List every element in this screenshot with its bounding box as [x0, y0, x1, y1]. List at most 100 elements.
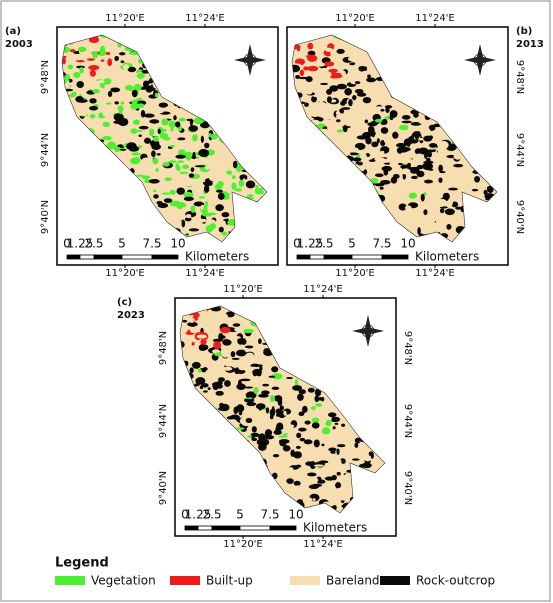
land-patch — [244, 361, 249, 368]
land-patch — [137, 130, 143, 132]
land-patch — [425, 228, 431, 232]
scale-segment — [270, 526, 296, 530]
land-patch — [332, 475, 337, 480]
land-patch — [374, 157, 385, 161]
scale-segment — [80, 255, 94, 259]
land-patch — [195, 377, 205, 384]
land-patch — [204, 143, 209, 149]
land-patch — [170, 145, 176, 147]
land-patch — [163, 137, 171, 141]
land-patch — [416, 171, 424, 177]
panel-year: 2023 — [117, 310, 145, 321]
land-patch — [390, 115, 394, 120]
land-patch — [381, 151, 384, 154]
land-patch — [303, 497, 312, 502]
land-patch — [335, 482, 341, 489]
land-patch — [384, 138, 390, 143]
bottom-tick-label: 11°20'E — [105, 268, 145, 279]
land-patch — [100, 46, 105, 54]
land-patch — [417, 227, 421, 235]
land-patch — [155, 93, 159, 98]
land-patch — [446, 224, 451, 230]
land-patch — [204, 185, 209, 193]
land-patch — [459, 175, 469, 179]
land-patch — [164, 198, 173, 203]
scale-label: 10 — [400, 237, 415, 251]
land-patch — [352, 95, 356, 100]
scale-unit: Kilometers — [415, 250, 479, 264]
land-patch — [351, 73, 357, 80]
scale-label: 10 — [288, 508, 303, 522]
scale-label: 10 — [170, 237, 185, 251]
land-patch — [173, 115, 176, 120]
land-patch — [153, 194, 159, 198]
land-patch — [245, 353, 254, 361]
land-patch — [99, 113, 104, 117]
left-tick-label: 9°48'N — [40, 60, 51, 94]
land-patch — [348, 57, 357, 62]
scale-segment — [382, 255, 408, 259]
land-patch — [483, 190, 487, 195]
land-patch — [380, 109, 384, 112]
land-patch — [227, 416, 233, 419]
land-patch — [161, 192, 170, 194]
land-patch — [295, 80, 304, 85]
land-patch — [411, 176, 418, 179]
land-patch — [307, 55, 317, 62]
land-patch — [307, 85, 313, 88]
land-patch — [108, 91, 112, 97]
land-patch — [336, 459, 341, 465]
land-patch — [424, 180, 433, 184]
land-patch — [125, 85, 134, 91]
land-patch — [455, 178, 463, 184]
land-patch — [314, 439, 320, 447]
right-tick-label: 9°48'N — [514, 60, 525, 94]
land-patch — [138, 135, 142, 137]
land-patch — [276, 423, 283, 431]
land-patch — [312, 417, 320, 423]
land-patch — [325, 48, 333, 52]
land-patch — [130, 157, 140, 164]
land-patch — [260, 347, 264, 351]
scale-label: 2.5 — [202, 508, 221, 522]
land-patch — [88, 65, 99, 70]
land-patch — [302, 406, 308, 413]
land-patch — [433, 160, 444, 163]
top-tick-label: 11°20'E — [335, 13, 375, 24]
land-patch — [286, 377, 293, 379]
land-patch — [337, 487, 346, 490]
land-patch — [197, 335, 207, 339]
land-patch — [76, 81, 84, 88]
left-tick-label: 9°40'N — [40, 200, 51, 234]
panel-year: 2003 — [5, 39, 33, 50]
land-patch — [270, 414, 274, 419]
land-patch — [247, 402, 257, 406]
land-patch — [275, 408, 282, 413]
land-patch — [286, 478, 293, 484]
legend-swatch — [290, 576, 320, 585]
right-tick-label: 9°44'N — [514, 133, 525, 167]
land-patch — [257, 364, 262, 366]
land-patch — [244, 386, 253, 388]
scale-segment — [212, 526, 240, 530]
land-patch — [191, 205, 196, 212]
land-patch — [350, 147, 359, 152]
land-patch — [192, 362, 201, 369]
land-patch — [215, 363, 221, 370]
land-patch — [245, 337, 251, 341]
land-patch — [266, 407, 269, 413]
top-tick-label: 11°24'E — [185, 13, 225, 24]
land-patch — [217, 384, 223, 389]
left-tick-label: 9°48'N — [158, 331, 169, 365]
land-patch — [357, 162, 363, 166]
land-patch — [453, 164, 463, 168]
land-patch — [304, 426, 311, 428]
land-patch — [437, 154, 440, 157]
land-patch — [137, 103, 145, 108]
land-patch — [308, 414, 318, 417]
land-patch — [356, 64, 365, 66]
land-patch — [453, 154, 462, 160]
land-patch — [331, 417, 341, 422]
land-patch — [137, 174, 143, 176]
land-patch — [296, 401, 300, 406]
